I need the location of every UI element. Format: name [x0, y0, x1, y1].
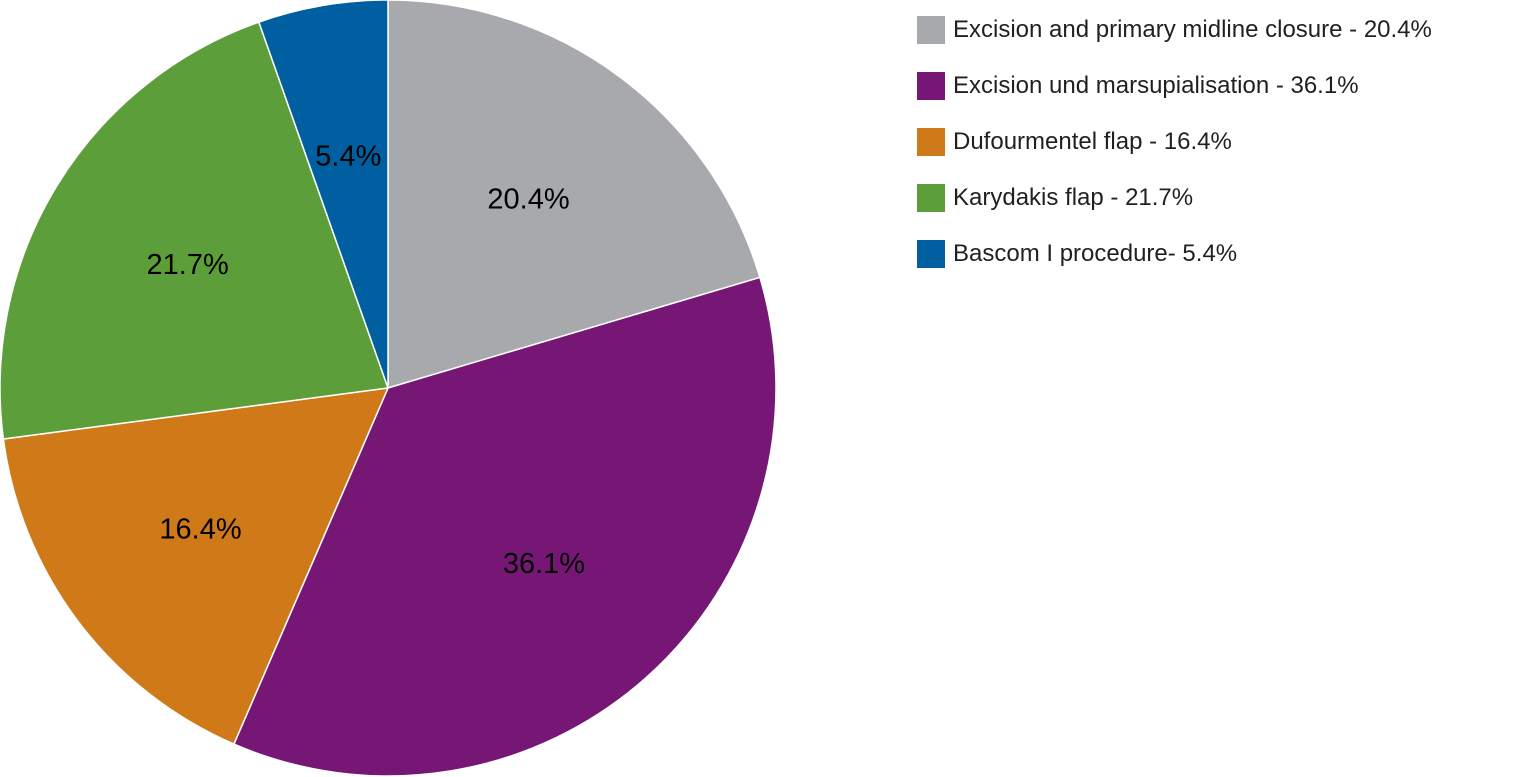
legend-swatch: [917, 184, 945, 212]
pie-slice-labels: 20.4% 36.1% 16.4% 21.7% 5.4%: [147, 140, 586, 579]
legend-swatch: [917, 72, 945, 100]
legend-label: Excision und marsupialisation - 36.1%: [953, 72, 1359, 99]
slice-data-label: 20.4%: [487, 184, 569, 216]
slice-data-label: 21.7%: [147, 249, 229, 281]
legend-label: Karydakis flap - 21.7%: [953, 184, 1194, 211]
legend-swatch: [917, 240, 945, 268]
legend-item: Excision und marsupialisation - 36.1%: [917, 58, 1432, 114]
legend-label: Bascom I procedure- 5.4%: [953, 240, 1238, 267]
legend-swatch: [917, 16, 945, 44]
slice-data-label: 16.4%: [159, 514, 241, 546]
pie-slice-0: [387, 0, 761, 390]
legend-item: Excision and primary midline closure - 2…: [917, 2, 1432, 58]
pie-slice-2: [2, 387, 390, 746]
legend-item: Dufourmentel flap - 16.4%: [917, 114, 1432, 170]
slice-data-label: 36.1%: [503, 548, 585, 580]
legend-swatch: [917, 128, 945, 156]
pie-slice-1: [232, 276, 777, 777]
slice-data-label: 5.4%: [315, 140, 381, 172]
pie-slices: [0, 0, 777, 777]
chart-legend: Excision and primary midline closure - 2…: [917, 2, 1432, 282]
pie-slice-4: [257, 0, 389, 389]
legend-label: Excision and primary midline closure - 2…: [953, 16, 1432, 43]
legend-label: Dufourmentel flap - 16.4%: [953, 128, 1232, 155]
legend-item: Karydakis flap - 21.7%: [917, 170, 1432, 226]
pie-slice-3: [0, 21, 390, 440]
legend-item: Bascom I procedure- 5.4%: [917, 226, 1432, 282]
